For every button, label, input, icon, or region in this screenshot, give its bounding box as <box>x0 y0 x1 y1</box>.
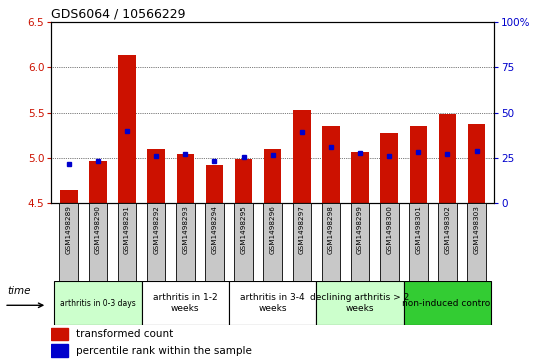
Text: GSM1498300: GSM1498300 <box>386 205 392 254</box>
Bar <box>293 110 310 203</box>
Text: GSM1498297: GSM1498297 <box>299 205 305 254</box>
Bar <box>410 126 427 203</box>
Text: declining arthritis > 2
weeks: declining arthritis > 2 weeks <box>310 293 410 313</box>
FancyBboxPatch shape <box>234 203 253 281</box>
FancyBboxPatch shape <box>380 203 399 281</box>
Bar <box>468 124 485 203</box>
FancyBboxPatch shape <box>467 203 486 281</box>
Bar <box>60 189 78 203</box>
Text: GSM1498298: GSM1498298 <box>328 205 334 254</box>
FancyBboxPatch shape <box>51 344 68 357</box>
Bar <box>147 149 165 203</box>
Text: GSM1498292: GSM1498292 <box>153 205 159 254</box>
Text: GSM1498299: GSM1498299 <box>357 205 363 254</box>
Bar <box>322 126 340 203</box>
FancyBboxPatch shape <box>316 281 404 325</box>
FancyBboxPatch shape <box>322 203 340 281</box>
FancyBboxPatch shape <box>141 281 229 325</box>
FancyBboxPatch shape <box>293 203 311 281</box>
Text: GSM1498302: GSM1498302 <box>444 205 450 254</box>
Text: arthritis in 3-4
weeks: arthritis in 3-4 weeks <box>240 293 305 313</box>
Text: GSM1498291: GSM1498291 <box>124 205 130 254</box>
Text: arthritis in 1-2
weeks: arthritis in 1-2 weeks <box>153 293 218 313</box>
FancyBboxPatch shape <box>51 328 68 340</box>
Text: GSM1498303: GSM1498303 <box>474 205 480 254</box>
Text: non-induced control: non-induced control <box>402 299 493 307</box>
FancyBboxPatch shape <box>176 203 194 281</box>
Bar <box>264 149 281 203</box>
FancyBboxPatch shape <box>229 281 316 325</box>
Text: GSM1498301: GSM1498301 <box>415 205 421 254</box>
FancyBboxPatch shape <box>409 203 428 281</box>
FancyBboxPatch shape <box>54 281 141 325</box>
Text: GSM1498290: GSM1498290 <box>95 205 101 254</box>
Text: transformed count: transformed count <box>76 329 173 339</box>
Text: GSM1498289: GSM1498289 <box>66 205 72 254</box>
Bar <box>381 134 398 203</box>
FancyBboxPatch shape <box>89 203 107 281</box>
Text: GDS6064 / 10566229: GDS6064 / 10566229 <box>51 8 186 21</box>
Text: GSM1498295: GSM1498295 <box>240 205 247 254</box>
FancyBboxPatch shape <box>438 203 457 281</box>
Text: GSM1498293: GSM1498293 <box>183 205 188 254</box>
Bar <box>89 160 107 203</box>
Bar <box>118 56 136 203</box>
Bar <box>438 114 456 203</box>
FancyBboxPatch shape <box>404 281 491 325</box>
FancyBboxPatch shape <box>147 203 165 281</box>
FancyBboxPatch shape <box>205 203 224 281</box>
Bar <box>206 165 223 203</box>
Text: arthritis in 0-3 days: arthritis in 0-3 days <box>60 299 136 307</box>
Bar <box>177 154 194 203</box>
Text: percentile rank within the sample: percentile rank within the sample <box>76 346 252 355</box>
FancyBboxPatch shape <box>264 203 282 281</box>
Text: GSM1498296: GSM1498296 <box>269 205 276 254</box>
Bar <box>235 159 252 203</box>
FancyBboxPatch shape <box>118 203 137 281</box>
Text: GSM1498294: GSM1498294 <box>212 205 218 254</box>
FancyBboxPatch shape <box>59 203 78 281</box>
Text: time: time <box>8 286 31 296</box>
Bar <box>352 152 369 203</box>
FancyBboxPatch shape <box>351 203 369 281</box>
